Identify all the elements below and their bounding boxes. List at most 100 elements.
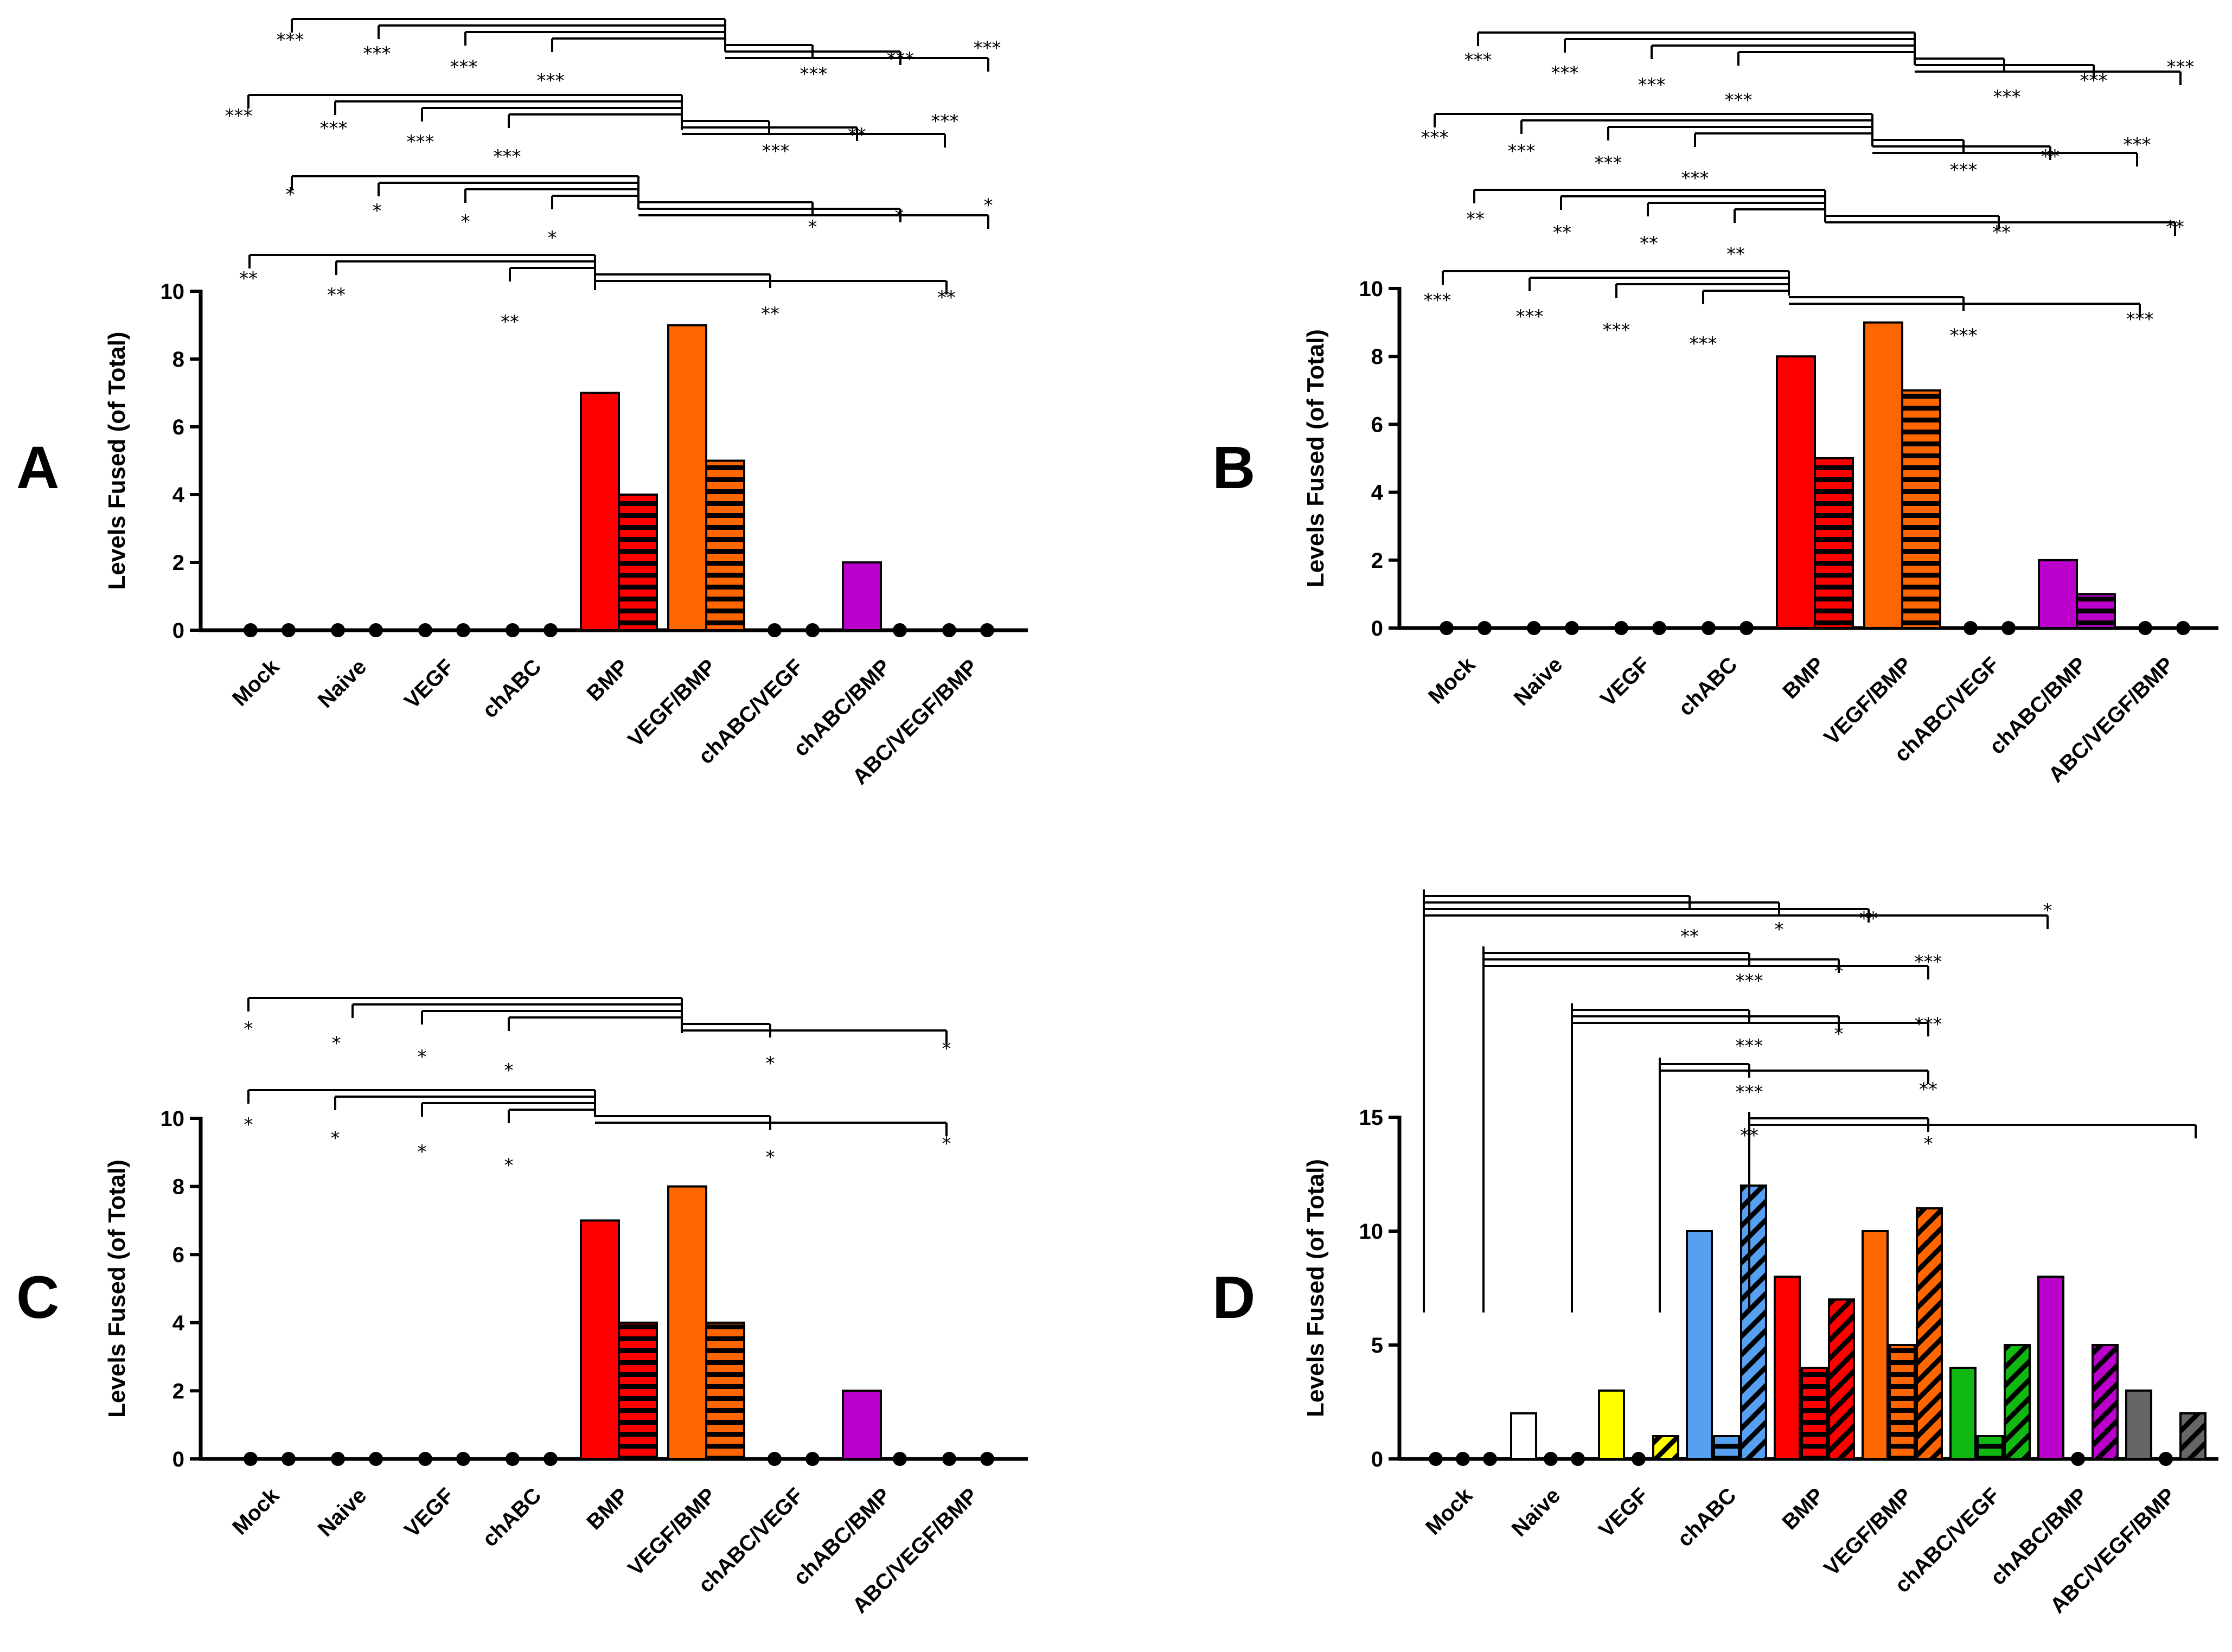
significance-stars: *	[244, 1114, 253, 1136]
significance-stars: ***	[494, 146, 521, 168]
significance-stars: ***	[2124, 134, 2151, 156]
zero-point-chabc-vegf	[768, 623, 782, 637]
significance-stars: ***	[450, 56, 478, 78]
significance-stars: ***	[537, 70, 565, 92]
x-tick-label: Naive	[1510, 652, 1568, 710]
zero-point-chabc	[543, 623, 558, 637]
y-tick-label: 6	[1371, 413, 1383, 437]
significance-brackets: ****************************************…	[225, 18, 1001, 333]
y-tick-label: 15	[1359, 1106, 1384, 1130]
significance-stars: *	[895, 206, 904, 227]
bar-chabc-bmp-solid	[2038, 559, 2078, 630]
x-tick-label: VEGF	[400, 1483, 458, 1542]
significance-stars: ***	[1950, 325, 1978, 347]
bar-bmp-hstripe	[618, 494, 658, 631]
significance-stars: ***	[1690, 333, 1717, 355]
zero-point-vegf	[1652, 621, 1666, 635]
bar-vegf-bmp-hstripe	[705, 1321, 745, 1461]
zero-point-chabc-vegf	[805, 623, 820, 637]
significance-stars: *	[2043, 900, 2052, 921]
significance-level-5: ** *	[1740, 1112, 2197, 1312]
zero-point-mock	[1456, 1452, 1470, 1466]
zero-point-chabc-bmp	[893, 1452, 907, 1466]
significance-stars: *	[461, 211, 470, 233]
zero-point-abc-vegf-bmp	[942, 623, 956, 637]
zero-point-abc-vegf-bmp	[2176, 621, 2190, 635]
significance-level-2: ** ** ** ** ** **	[1466, 189, 2184, 265]
zero-point-chabc	[1702, 621, 1716, 635]
zero-point-naive	[369, 623, 383, 637]
y-tick-label: 2	[172, 551, 184, 575]
significance-stars: *	[1775, 919, 1784, 940]
zero-point-mock	[282, 1452, 296, 1466]
significance-stars: **	[1740, 1125, 1758, 1147]
x-tick-label: Mock	[228, 655, 284, 711]
significance-stars: **	[2166, 216, 2184, 238]
y-axis-label: Levels Fused (of Total)	[104, 1160, 130, 1418]
bar-vegf-bmp-solid	[1863, 321, 1903, 629]
significance-stars: **	[1640, 233, 1658, 254]
zero-point-chabc-bmp	[2071, 1452, 2085, 1466]
zero-point-vegf	[1632, 1452, 1646, 1466]
y-tick-label: 10	[161, 280, 185, 304]
significance-stars: *	[808, 216, 817, 238]
zero-point-vegf	[456, 1452, 470, 1466]
significance-level-3: ************ ********	[225, 94, 959, 168]
significance-stars: **	[2041, 146, 2060, 168]
significance-stars: ***	[1603, 319, 1630, 341]
x-tick-label: Mock	[1421, 1483, 1478, 1540]
significance-stars: ***	[1464, 49, 1492, 71]
y-tick-label: 0	[172, 619, 184, 643]
significance-stars: ***	[1516, 306, 1544, 328]
significance-stars: **	[937, 287, 956, 309]
x-tick-label: VEGF/BMP	[1820, 1483, 1917, 1580]
significance-stars: *	[286, 184, 295, 206]
x-tick-label: VEGF/BMP	[1820, 652, 1917, 750]
panel-a: A Levels Fused (of Total) 0 2 4 6 8 10 Mock Naiv…	[16, 18, 1028, 789]
significance-brackets: ** * ** **** * ******* ****** **** *	[1423, 889, 2197, 1312]
panel-label-c: C	[16, 1264, 59, 1331]
significance-stars: **	[501, 311, 519, 333]
zero-point-chabc-vegf	[1964, 621, 1978, 635]
significance-stars: *	[1834, 961, 1844, 982]
y-axis-label: Levels Fused (of Total)	[104, 332, 130, 590]
significance-stars: ***	[407, 131, 434, 153]
bar-vegf-bmp-solid	[1862, 1230, 1889, 1460]
x-tick-label: BMP	[1777, 1483, 1828, 1534]
significance-stars: ***	[1421, 127, 1449, 149]
bar-bmp-solid	[580, 1219, 620, 1460]
significance-stars: ***	[887, 48, 914, 70]
y-tick-label: 8	[1371, 345, 1383, 369]
bar-abc-vegf-bmp-solid	[2125, 1390, 2152, 1460]
y-tick-label: 0	[1371, 617, 1383, 641]
significance-level-2: * * * * * *	[244, 997, 951, 1081]
bar-abc-vegf-bmp-dstripe	[2179, 1412, 2207, 1460]
significance-stars: **	[239, 268, 258, 290]
zero-point-naive	[1571, 1452, 1585, 1466]
significance-stars: ***	[1736, 970, 1763, 992]
significance-stars: **	[1466, 208, 1485, 230]
bar-vegf-bmp-hstripe	[1889, 1344, 1916, 1460]
bar-chabc-vegf-hstripe	[1977, 1435, 2004, 1460]
x-tick-label: Naive	[1507, 1483, 1565, 1541]
x-tick-label: VEGF	[1596, 652, 1654, 711]
significance-level-3: ************ ********	[1421, 113, 2151, 189]
zero-point-chabc	[1739, 621, 1754, 635]
significance-level-4: *** **	[1659, 1058, 1937, 1312]
zero-point-chabc-bmp	[893, 623, 907, 637]
bar-bmp-hstripe	[618, 1321, 658, 1461]
bar-naive-solid	[1510, 1412, 1537, 1460]
zero-point-naive	[1565, 621, 1579, 635]
significance-stars: *	[766, 1147, 775, 1168]
bar-vegf-bmp-solid	[667, 324, 707, 631]
significance-stars: *	[1834, 1023, 1844, 1045]
bar-bmp-solid	[1774, 1276, 1801, 1460]
y-axis-label: Levels Fused (of Total)	[1302, 329, 1329, 587]
significance-stars: ***	[762, 140, 790, 162]
zero-point-vegf	[1614, 621, 1628, 635]
zero-point-abc-vegf-bmp	[980, 623, 994, 637]
significance-stars: *	[418, 1141, 427, 1163]
significance-level-1: *** *** *** *** *** ***	[1424, 270, 2154, 355]
x-tick-label: chABC	[478, 1483, 546, 1551]
